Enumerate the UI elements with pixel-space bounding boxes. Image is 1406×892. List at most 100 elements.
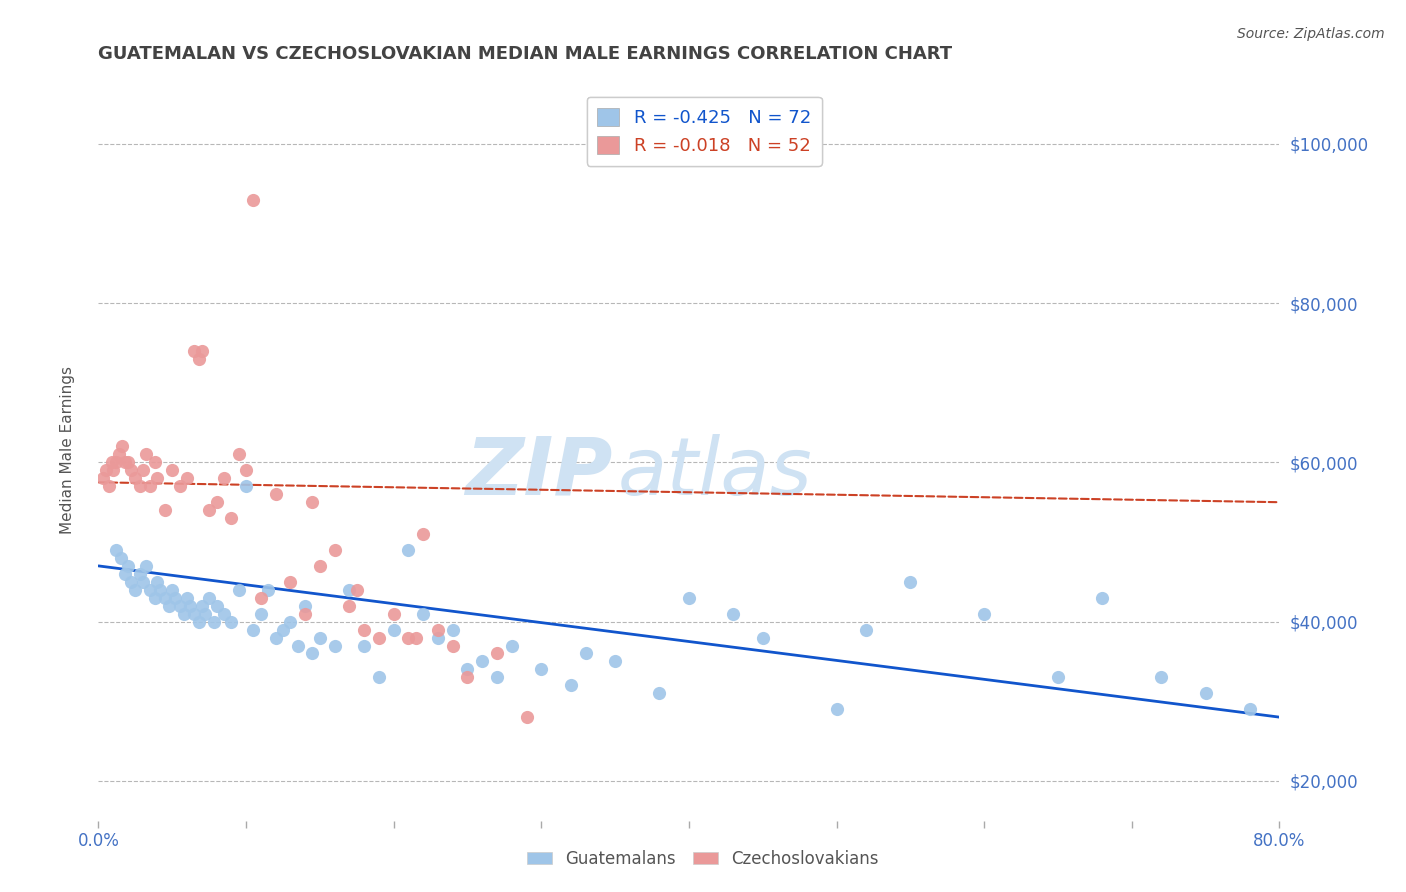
- Point: [176, 591, 198, 605]
- Point: [441, 639, 464, 653]
- Point: [143, 591, 166, 605]
- Point: [264, 487, 287, 501]
- Point: [723, 607, 745, 621]
- Point: [575, 647, 598, 661]
- Point: [339, 582, 361, 597]
- Point: [173, 607, 195, 621]
- Point: [94, 463, 117, 477]
- Point: [162, 582, 183, 597]
- Point: [457, 670, 479, 684]
- Point: [198, 503, 221, 517]
- Point: [120, 574, 142, 589]
- Point: [111, 440, 134, 454]
- Point: [412, 607, 434, 621]
- Point: [103, 463, 125, 477]
- Point: [323, 639, 346, 653]
- Point: [648, 686, 671, 700]
- Point: [205, 599, 228, 613]
- Point: [221, 511, 243, 525]
- Point: [228, 447, 250, 461]
- Text: atlas: atlas: [619, 434, 813, 512]
- Text: GUATEMALAN VS CZECHOSLOVAKIAN MEDIAN MALE EARNINGS CORRELATION CHART: GUATEMALAN VS CZECHOSLOVAKIAN MEDIAN MAL…: [98, 45, 952, 63]
- Point: [100, 455, 122, 469]
- Point: [301, 647, 323, 661]
- Legend: Guatemalans, Czechoslovakians: Guatemalans, Czechoslovakians: [520, 844, 886, 875]
- Point: [457, 662, 479, 676]
- Point: [825, 702, 848, 716]
- Point: [501, 639, 523, 653]
- Point: [271, 623, 294, 637]
- Point: [179, 599, 201, 613]
- Point: [301, 495, 323, 509]
- Point: [135, 447, 157, 461]
- Point: [120, 463, 142, 477]
- Point: [157, 599, 180, 613]
- Point: [382, 623, 405, 637]
- Point: [105, 543, 128, 558]
- Point: [516, 710, 538, 724]
- Point: [1047, 670, 1070, 684]
- Point: [1091, 591, 1114, 605]
- Point: [280, 615, 302, 629]
- Point: [114, 566, 136, 581]
- Text: Source: ZipAtlas.com: Source: ZipAtlas.com: [1237, 27, 1385, 41]
- Point: [471, 655, 494, 669]
- Text: ZIP: ZIP: [465, 434, 612, 512]
- Point: [405, 631, 427, 645]
- Point: [153, 591, 176, 605]
- Point: [486, 670, 509, 684]
- Point: [146, 471, 169, 485]
- Point: [198, 591, 221, 605]
- Point: [1239, 702, 1261, 716]
- Point: [132, 463, 155, 477]
- Point: [412, 527, 434, 541]
- Point: [97, 479, 120, 493]
- Point: [250, 591, 273, 605]
- Point: [346, 582, 368, 597]
- Point: [212, 607, 235, 621]
- Point: [143, 455, 166, 469]
- Point: [294, 607, 316, 621]
- Point: [280, 574, 302, 589]
- Point: [146, 574, 169, 589]
- Point: [486, 647, 509, 661]
- Point: [427, 631, 450, 645]
- Point: [250, 607, 273, 621]
- Point: [194, 607, 217, 621]
- Point: [382, 607, 405, 621]
- Point: [368, 631, 391, 645]
- Point: [605, 655, 627, 669]
- Point: [752, 631, 775, 645]
- Point: [1150, 670, 1173, 684]
- Point: [187, 615, 209, 629]
- Point: [176, 471, 198, 485]
- Point: [294, 599, 316, 613]
- Point: [287, 639, 309, 653]
- Point: [235, 479, 257, 493]
- Point: [309, 558, 332, 573]
- Point: [191, 343, 214, 358]
- Point: [117, 558, 139, 573]
- Point: [124, 471, 146, 485]
- Point: [678, 591, 700, 605]
- Y-axis label: Median Male Earnings: Median Male Earnings: [60, 367, 75, 534]
- Point: [441, 623, 464, 637]
- Point: [187, 351, 209, 366]
- Point: [91, 471, 114, 485]
- Point: [973, 607, 995, 621]
- Point: [353, 639, 375, 653]
- Point: [108, 447, 131, 461]
- Point: [128, 566, 150, 581]
- Point: [114, 455, 136, 469]
- Point: [162, 463, 183, 477]
- Point: [323, 543, 346, 558]
- Point: [169, 599, 191, 613]
- Point: [183, 607, 205, 621]
- Point: [257, 582, 280, 597]
- Point: [135, 558, 157, 573]
- Point: [132, 574, 155, 589]
- Legend: R = -0.425   N = 72, R = -0.018   N = 52: R = -0.425 N = 72, R = -0.018 N = 52: [586, 96, 821, 166]
- Point: [202, 615, 225, 629]
- Point: [900, 574, 922, 589]
- Point: [221, 615, 243, 629]
